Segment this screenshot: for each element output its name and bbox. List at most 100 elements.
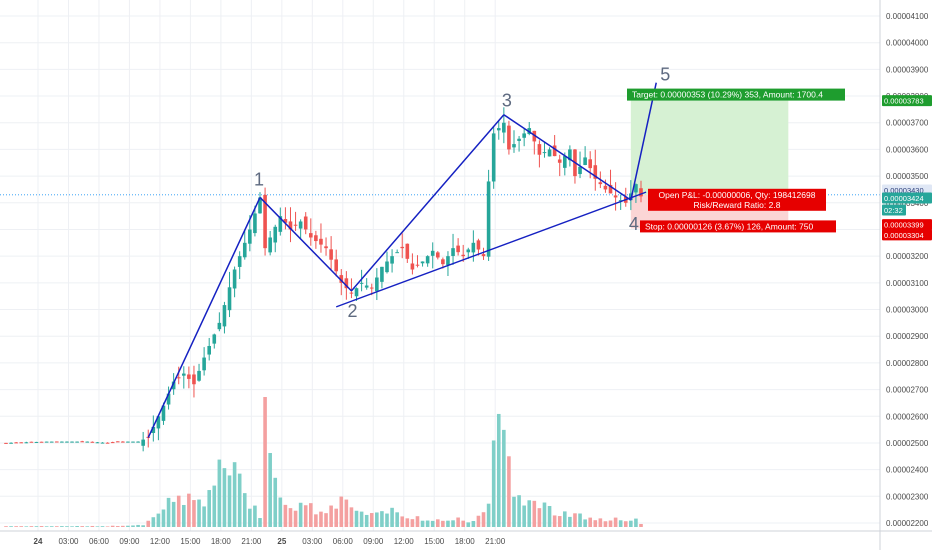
candle-body xyxy=(141,439,145,446)
volume-bar xyxy=(385,513,389,527)
target-label-text: Target: 0.00000353 (10.29%) 353, Amount:… xyxy=(632,90,823,100)
volume-bar xyxy=(547,506,552,527)
candle-body xyxy=(121,441,125,443)
risk-reward-text: Risk/Reward Ratio: 2.8 xyxy=(694,200,781,210)
x-tick-label: 15:00 xyxy=(424,537,445,546)
volume-bar xyxy=(471,520,476,527)
y-tick-label: 0.00003500 xyxy=(886,172,929,181)
candle-body xyxy=(618,200,623,202)
volume-bar xyxy=(309,503,313,527)
volume-bar xyxy=(283,504,288,527)
volume-bar xyxy=(187,493,191,527)
candle-body xyxy=(212,334,217,344)
candle-body xyxy=(502,122,506,133)
volume-bar xyxy=(588,517,592,527)
volume-bar xyxy=(634,518,638,527)
candle-body xyxy=(222,305,227,327)
volume-bar xyxy=(496,413,501,527)
volume-bar xyxy=(410,519,415,527)
volume-bar xyxy=(146,520,151,527)
candle-body xyxy=(90,441,95,443)
candle-body xyxy=(481,254,486,257)
candle-body xyxy=(420,261,425,264)
volume-bar xyxy=(39,526,44,527)
volume-bar xyxy=(105,526,110,527)
volume-bar xyxy=(29,526,34,527)
volume-bar xyxy=(583,519,587,527)
candle-body xyxy=(512,144,516,148)
x-tick-label: 06:00 xyxy=(333,537,354,546)
candle-body xyxy=(14,442,18,444)
candle-body xyxy=(400,246,405,249)
volume-bar xyxy=(115,526,120,527)
y-tick-label: 0.00003900 xyxy=(886,65,929,74)
candle-body xyxy=(309,233,313,238)
position-labels: Target: 0.00000353 (10.29%) 353, Amount:… xyxy=(627,88,845,233)
candle-body xyxy=(557,159,562,163)
volume-bar xyxy=(217,459,222,527)
volume-bar xyxy=(288,508,293,527)
price-tag-text: 0.00003430 xyxy=(884,186,924,195)
candle-body xyxy=(242,242,247,258)
volume-bar xyxy=(202,506,206,527)
volume-bar xyxy=(141,525,145,527)
x-tick-label: 21:00 xyxy=(485,537,506,546)
candle-body xyxy=(349,292,354,294)
volume-bar xyxy=(430,520,435,527)
volume-bar xyxy=(456,517,460,527)
volume-bar xyxy=(273,477,278,527)
candle-body xyxy=(237,256,242,267)
candle-body xyxy=(395,252,399,254)
volume-bar xyxy=(136,524,140,527)
volume-bar xyxy=(95,526,100,527)
candle-body xyxy=(568,149,572,161)
x-tick-label: 09:00 xyxy=(119,537,140,546)
volume-bar xyxy=(100,526,105,527)
volume-bar xyxy=(85,526,90,527)
candle-body xyxy=(466,249,471,253)
volume-bar xyxy=(629,520,633,527)
candle-body xyxy=(176,377,181,379)
wave-label-4: 4 xyxy=(629,214,639,234)
candle-body xyxy=(369,287,374,289)
volume-bar xyxy=(517,495,521,527)
volume-bar xyxy=(227,475,232,527)
candle-body xyxy=(105,442,110,444)
candle-body xyxy=(207,345,211,355)
x-tick-label: 24 xyxy=(34,537,43,546)
candle-body xyxy=(44,441,49,443)
candle-body xyxy=(202,357,206,371)
wave-label-5: 5 xyxy=(660,65,670,85)
candle-body xyxy=(415,264,420,266)
candle-body xyxy=(126,441,130,443)
y-tick-label: 0.00002500 xyxy=(886,439,929,448)
volume-bars xyxy=(4,397,643,527)
volume-bar xyxy=(441,520,445,527)
candle-body xyxy=(339,275,344,283)
volume-bar xyxy=(344,499,349,527)
x-tick-label: 18:00 xyxy=(211,537,232,546)
volume-bar xyxy=(24,526,29,527)
volume-bar xyxy=(400,516,405,527)
candle-body xyxy=(634,184,638,193)
candle-body xyxy=(197,370,201,381)
candle-body xyxy=(593,165,598,179)
y-tick-label: 0.00002200 xyxy=(886,519,929,528)
volume-bar xyxy=(491,440,496,527)
y-tick-label: 0.00003200 xyxy=(886,252,929,261)
volume-bar xyxy=(19,526,24,527)
volume-bar xyxy=(329,505,333,527)
x-tick-label: 03:00 xyxy=(58,537,79,546)
volume-bar xyxy=(563,511,567,527)
candle-body xyxy=(436,252,440,258)
candle-body xyxy=(364,285,369,288)
volume-bar xyxy=(537,508,542,527)
candle-body xyxy=(390,256,394,264)
candle-body xyxy=(324,246,328,249)
volume-bar xyxy=(65,526,69,527)
candle-body xyxy=(70,441,74,443)
